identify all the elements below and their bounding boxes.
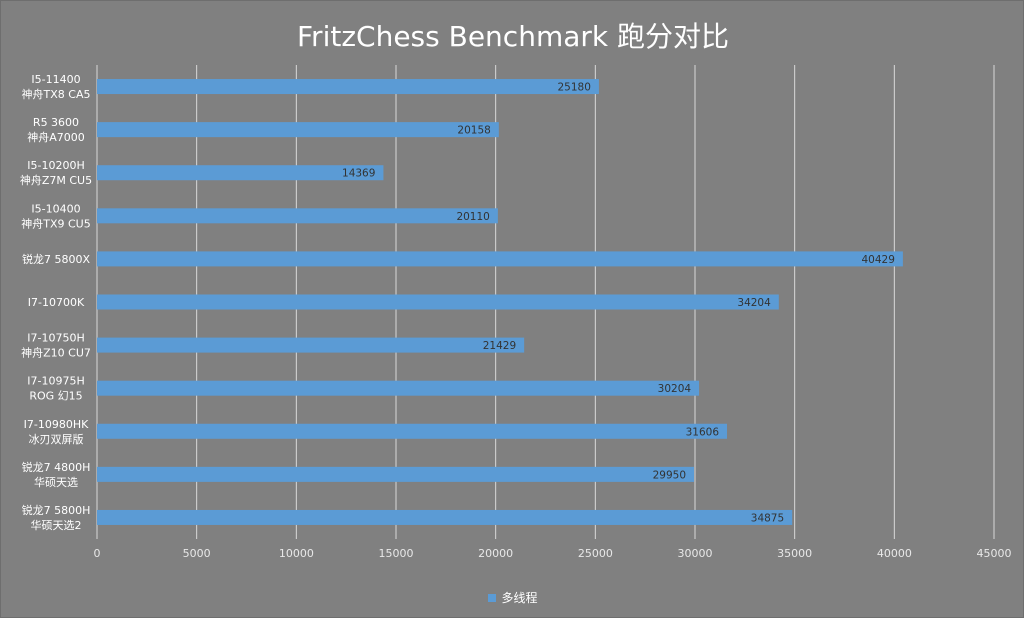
bar-6 [97, 337, 525, 353]
bar-7 [97, 380, 700, 396]
category-label-line: 华硕天选2 [31, 518, 82, 532]
legend-swatch [488, 593, 497, 602]
data-label-6: 21429 [483, 340, 516, 352]
x-tick-label-0: 0 [94, 547, 101, 560]
bar-9 [97, 466, 695, 482]
category-label-line: I5-10200H [27, 159, 84, 172]
data-label-3: 20110 [456, 211, 489, 223]
category-label-3: I5-10400 神舟TX9 CU5 [21, 202, 90, 230]
x-tick-label-3: 15000 [379, 547, 414, 560]
x-tick-label-2: 10000 [279, 547, 314, 560]
category-label-line: 锐龙7 4800H [22, 460, 91, 474]
data-label-0: 25180 [558, 82, 591, 94]
category-label-line: 神舟Z10 CU7 [21, 346, 91, 360]
data-label-2: 14369 [342, 168, 375, 180]
category-label-line: ROG 幻15 [29, 390, 82, 403]
category-label-line: 神舟TX9 CU5 [21, 216, 90, 230]
data-label-8: 31606 [686, 426, 720, 438]
category-label-line: I7-10975H [27, 375, 84, 388]
bar-2 [97, 165, 384, 181]
category-label-line: R5 3600 [33, 116, 79, 129]
x-tick-label-9: 45000 [977, 547, 1012, 560]
category-label-line: 神舟A7000 [27, 130, 85, 144]
legend: 多线程 [1, 589, 1024, 606]
category-label-1: R5 3600 神舟A7000 [27, 116, 85, 144]
category-label-9: 锐龙7 4800H 华硕天选 [22, 460, 91, 489]
category-label-line: I7-10700K [28, 296, 85, 309]
category-label-line: I5-11400 [31, 73, 80, 86]
category-label-7: I7-10975H ROG 幻15 [27, 375, 84, 403]
x-tick-label-6: 30000 [678, 547, 713, 560]
data-label-9: 29950 [653, 469, 686, 481]
data-label-1: 20158 [457, 125, 490, 137]
bar-5 [97, 294, 779, 310]
category-label-line: I5-10400 [31, 202, 80, 215]
data-label-10: 34875 [751, 512, 784, 524]
x-tick-label-8: 40000 [877, 547, 912, 560]
category-label-line: 冰刃双屏版 [29, 432, 84, 446]
data-label-5: 34204 [737, 297, 771, 309]
bar-3 [97, 208, 498, 224]
category-label-5: I7-10700K [28, 296, 85, 309]
x-tick-label-4: 20000 [478, 547, 513, 560]
category-label-line: 锐龙7 5800H [22, 503, 91, 517]
category-label-line: I7-10980HK [24, 418, 89, 431]
category-label-8: I7-10980HK 冰刃双屏版 [24, 418, 89, 446]
category-label-line: I7-10750H [27, 332, 84, 345]
category-label-line: 华硕天选 [34, 475, 78, 489]
category-label-line: 神舟TX8 CA5 [22, 87, 91, 101]
legend-label: 多线程 [501, 591, 538, 605]
bar-8 [97, 423, 728, 439]
category-label-6: I7-10750H 神舟Z10 CU7 [21, 332, 91, 360]
category-label-10: 锐龙7 5800H 华硕天选2 [22, 503, 91, 532]
category-label-4: 锐龙7 5800X [22, 252, 90, 266]
category-label-line: 锐龙7 5800X [22, 252, 90, 266]
bar-0 [97, 79, 599, 95]
x-tick-label-1: 5000 [183, 547, 211, 560]
bar-4 [97, 251, 903, 267]
x-tick-label-7: 35000 [777, 547, 812, 560]
bar-1 [97, 122, 499, 138]
category-label-2: I5-10200H 神舟Z7M CU5 [20, 159, 92, 187]
category-label-line: 神舟Z7M CU5 [20, 173, 92, 187]
chart-title: FritzChess Benchmark 跑分对比 [296, 20, 730, 53]
bar-10 [97, 509, 793, 525]
x-tick-label-5: 25000 [578, 547, 613, 560]
category-label-0: I5-11400 神舟TX8 CA5 [22, 73, 91, 101]
data-label-4: 40429 [861, 254, 894, 266]
data-label-7: 30204 [658, 383, 692, 395]
